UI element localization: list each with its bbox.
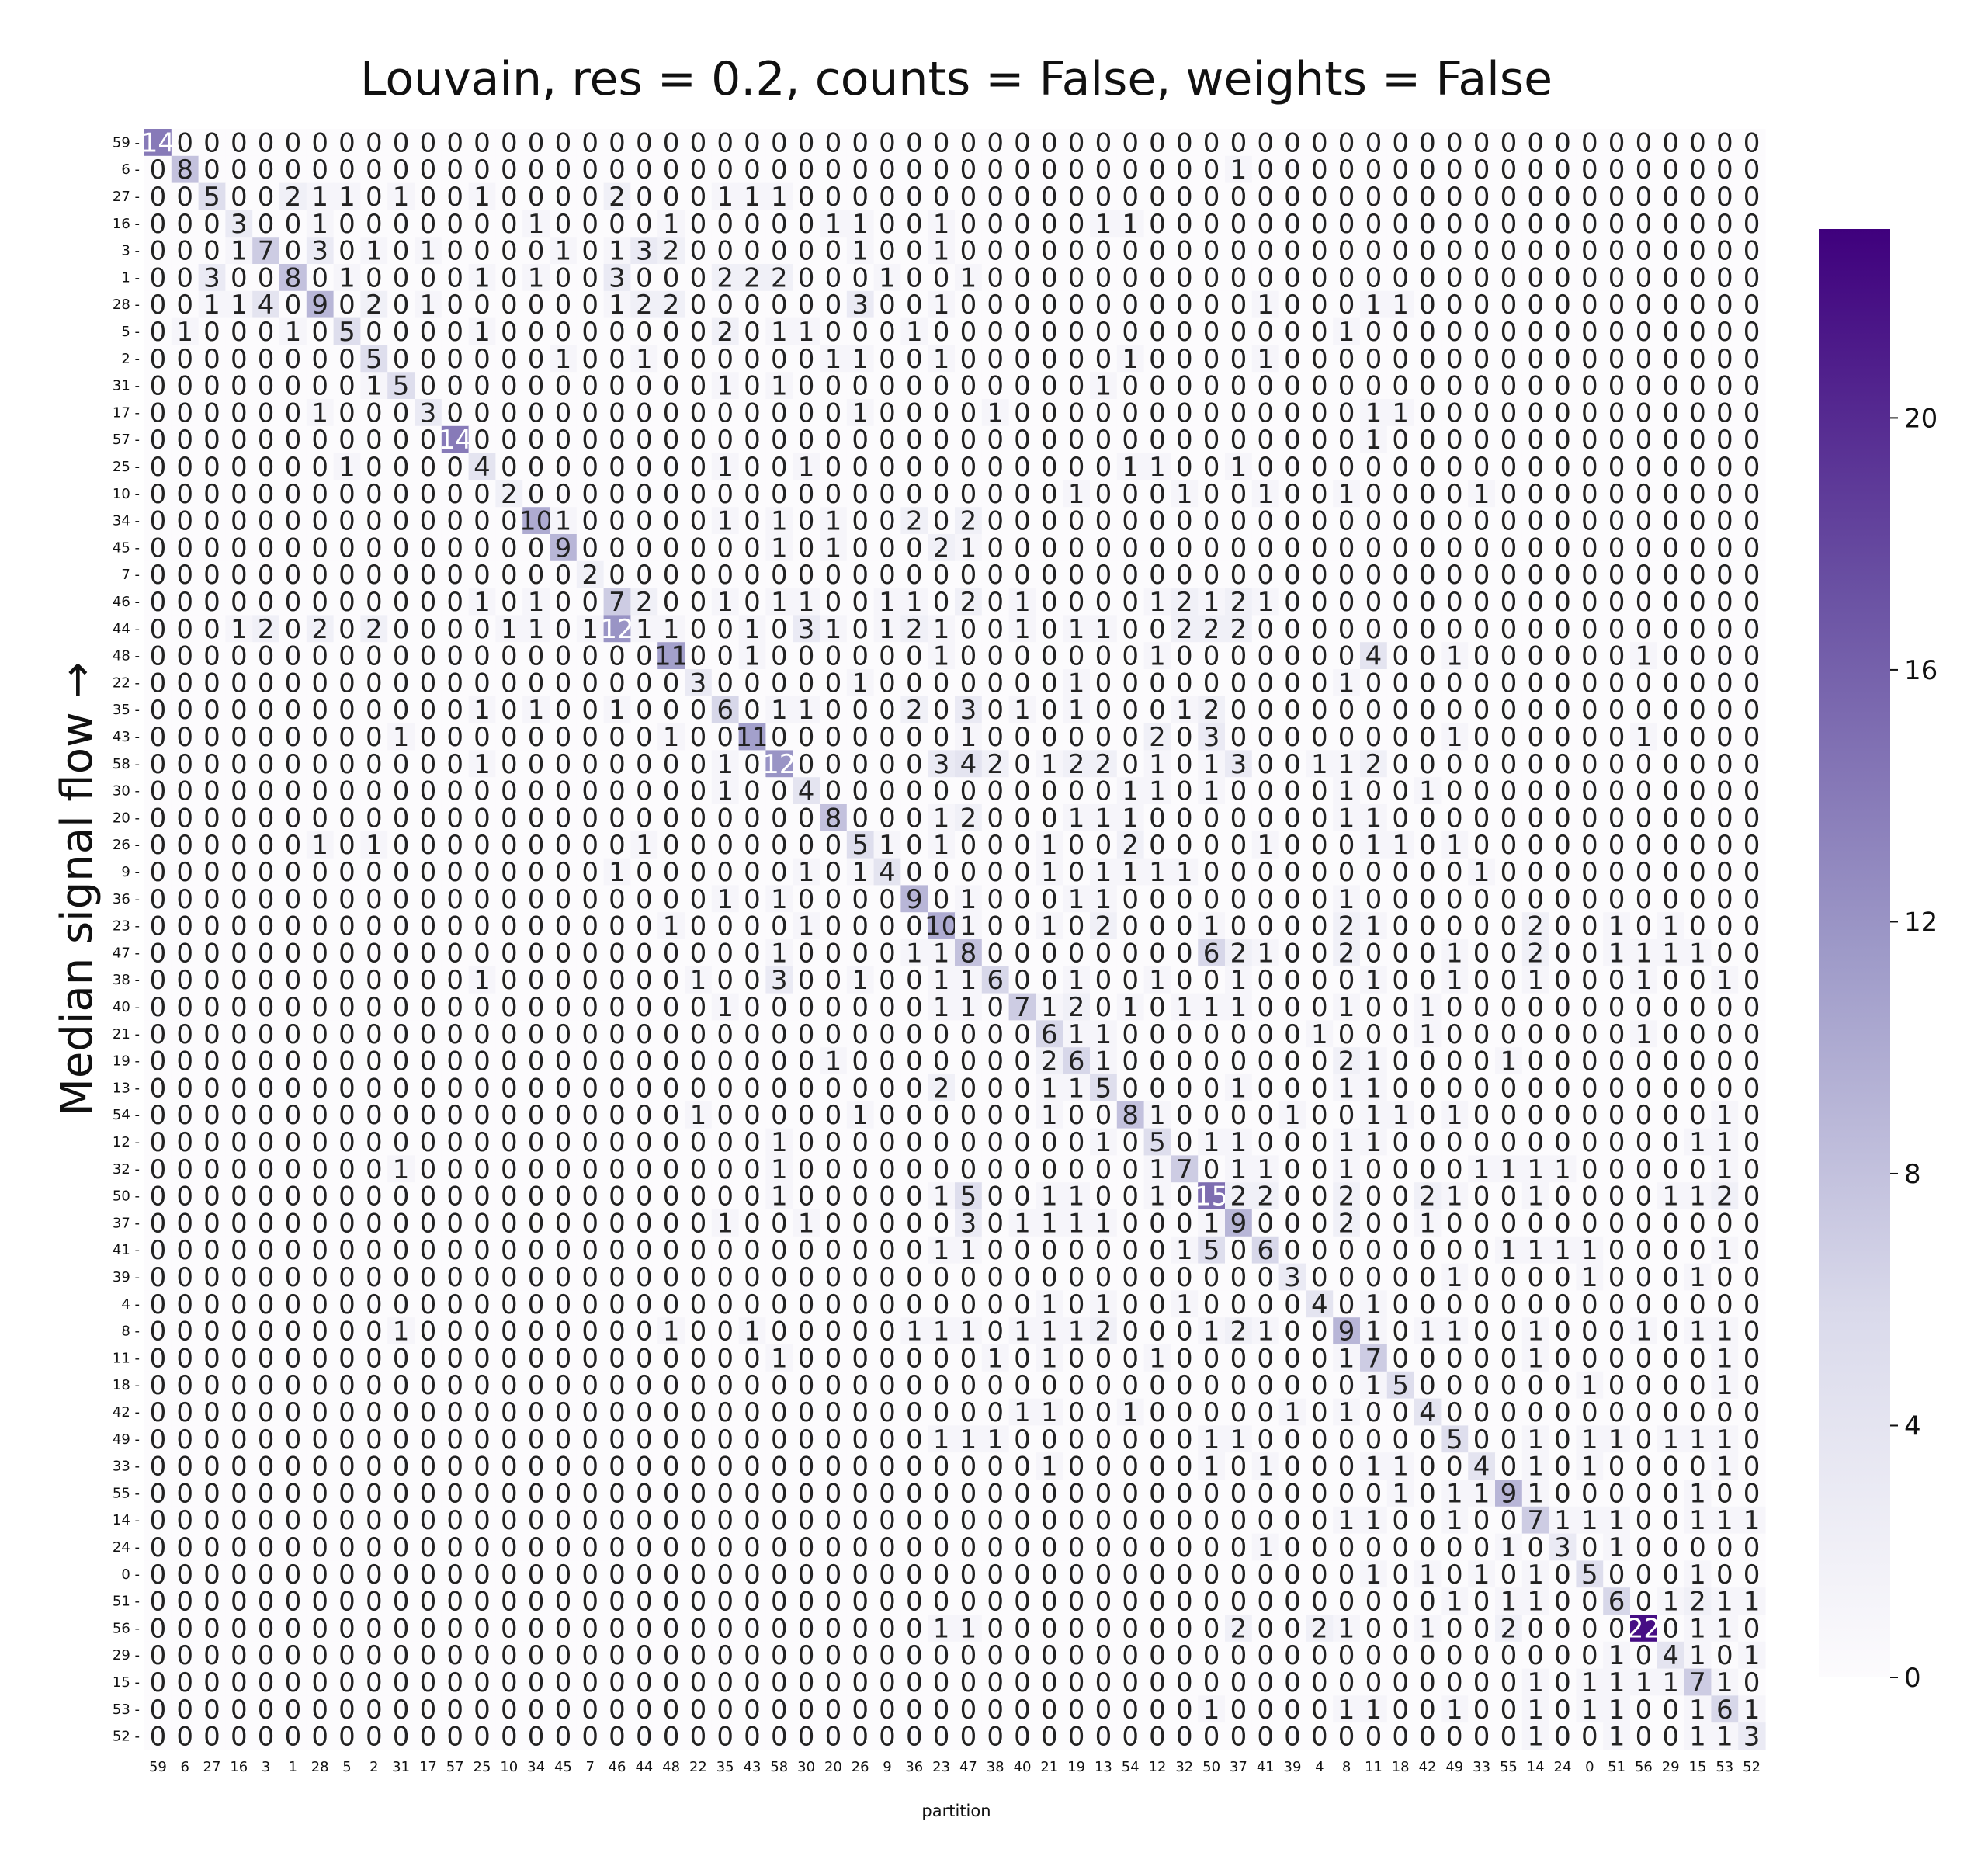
heatmap-cell (765, 129, 793, 157)
cell-value: 0 (338, 127, 356, 158)
cell-value: 0 (852, 127, 869, 158)
heatmap-cell (630, 129, 658, 157)
cell-value: 0 (366, 127, 383, 158)
x-axis-label: partition (921, 1802, 991, 1820)
cell-value: 0 (825, 127, 842, 158)
cell-value: 0 (716, 127, 734, 158)
cell-value: 0 (690, 127, 707, 158)
heatmap-cell (441, 129, 470, 157)
heatmap-cell (685, 129, 713, 157)
cell-value: 0 (581, 127, 598, 158)
heatmap-cells: 14 0 0 0 0 0 0 0 0 0 0 0 0 0 0 0 0 0 0 0 0 0 0 0 0 0 0 0 0 0 0 0 0 0 0 0 0 0 0… (141, 127, 1766, 1753)
heatmap-cell (360, 129, 388, 157)
heatmap-cell (846, 129, 875, 157)
cell-value: 0 (609, 127, 626, 158)
cell-value: 0 (501, 127, 518, 158)
heatmap-cell (144, 129, 172, 157)
cell-value: 0 (176, 127, 193, 158)
cell-value: 0 (258, 127, 275, 158)
heatmap-cell (387, 129, 415, 157)
heatmap-cell (495, 129, 523, 157)
heatmap-cell (550, 129, 578, 157)
heatmap-cell (522, 129, 550, 157)
heatmap-cell (793, 129, 821, 157)
heatmap-cell (603, 129, 631, 157)
heatmap-cell (306, 129, 335, 157)
heatmap-cell (171, 129, 199, 157)
cell-value: 0 (231, 127, 248, 158)
heatmap-cell (657, 129, 685, 157)
heatmap-cell (333, 129, 361, 157)
cell-value: 0 (798, 127, 815, 158)
cell-value: 0 (393, 127, 410, 158)
heatmap-cell (711, 129, 740, 157)
heatmap-cell (279, 129, 307, 157)
chart-title: Louvain, res = 0.2, counts = False, weig… (360, 52, 1553, 106)
y-axis-label: Median signal flow → (52, 662, 102, 1116)
cell-value: 0 (311, 127, 328, 158)
heatmap-cell (415, 129, 442, 157)
heatmap-cell (738, 129, 766, 157)
cell-value: 14 (141, 127, 175, 158)
cell-value: 0 (528, 127, 545, 158)
cell-value: 0 (203, 127, 220, 158)
heatmap-cell (576, 129, 605, 157)
heatmap-cell (252, 129, 280, 157)
heatmap-cell (468, 129, 496, 157)
cell-value: 0 (285, 127, 302, 158)
heatmap-cell (820, 129, 848, 157)
cell-value: 0 (474, 127, 491, 158)
cell-value: 0 (555, 127, 572, 158)
heatmap-cell (198, 129, 226, 157)
cell-value: 0 (663, 127, 680, 158)
cell-value: 0 (420, 127, 437, 158)
cell-value: 0 (636, 127, 653, 158)
cell-value: 0 (771, 127, 788, 158)
heatmap-cell (225, 129, 253, 157)
cell-value: 0 (744, 127, 761, 158)
cell-value: 0 (446, 127, 463, 158)
